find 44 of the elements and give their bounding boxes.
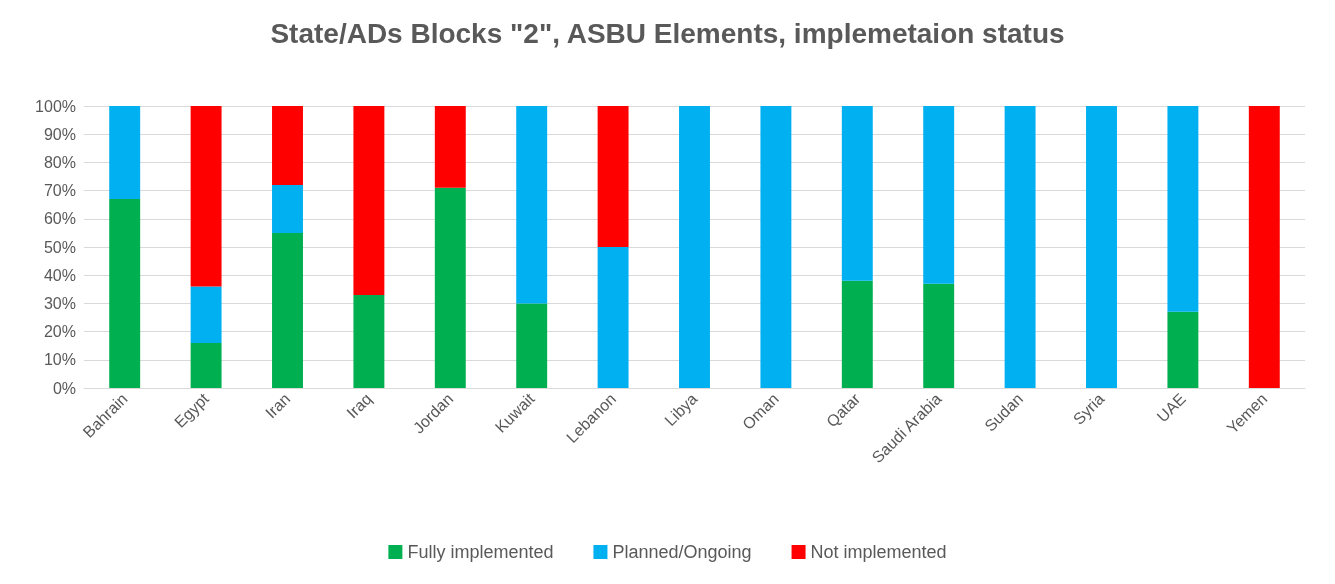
y-tick-label: 90%: [43, 125, 76, 143]
bar: [1086, 106, 1117, 388]
y-tick-label: 60%: [43, 210, 76, 228]
bar: [190, 286, 222, 343]
bar: [516, 106, 548, 304]
bar: [109, 106, 141, 200]
y-tick-label: 80%: [43, 153, 76, 171]
bar: [434, 187, 466, 388]
bar: [841, 106, 873, 281]
bar: [1248, 106, 1280, 388]
bar: [353, 106, 385, 295]
y-tick-label: 50%: [43, 238, 76, 256]
y-tick-label: 70%: [43, 182, 76, 200]
bar: [679, 106, 710, 388]
bar: [923, 283, 955, 388]
chart-title: State/ADs Blocks "2", ASBU Elements, implemetaion status: [270, 17, 1065, 49]
legend-label: Fully implemented: [407, 542, 554, 562]
y-tick-label: 30%: [43, 294, 76, 312]
y-tick-label: 40%: [43, 266, 76, 284]
bar: [190, 106, 222, 287]
legend-label: Not implemented: [810, 542, 947, 562]
bar: [272, 184, 303, 233]
bar: [434, 106, 466, 188]
bar: [272, 106, 303, 185]
bar: [353, 294, 385, 388]
legend-label: Planned/Ongoing: [612, 542, 752, 562]
bar: [516, 303, 548, 388]
bar: [597, 247, 629, 388]
y-tick-label: 0%: [52, 379, 76, 397]
bar: [597, 106, 629, 247]
bar: [1167, 311, 1199, 388]
y-tick-label: 100%: [35, 97, 76, 115]
bar: [1167, 106, 1199, 312]
x-tick-label: Iraq: [343, 389, 375, 422]
bar: [1004, 106, 1036, 388]
bar: [841, 280, 873, 388]
y-tick-label: 20%: [43, 323, 76, 341]
bar: [190, 342, 222, 388]
x-tick-label: Iran: [262, 389, 294, 422]
bar: [923, 106, 955, 284]
bar: [109, 199, 141, 388]
bar: [760, 106, 792, 388]
bar: [272, 232, 303, 388]
y-tick-label: 10%: [43, 351, 76, 369]
